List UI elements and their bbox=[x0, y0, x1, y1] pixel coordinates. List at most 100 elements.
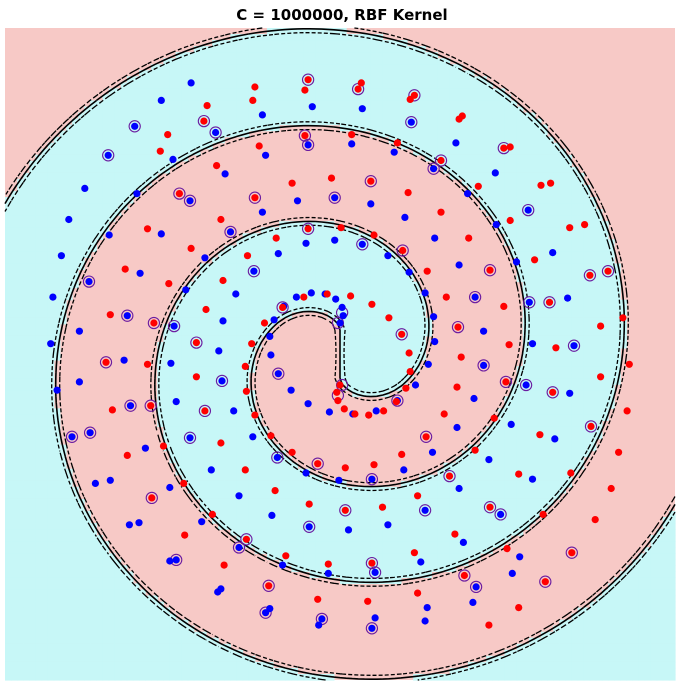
region-class0-cell bbox=[534, 136, 542, 144]
region-class0-cell bbox=[17, 323, 24, 331]
region-class0-cell bbox=[132, 178, 140, 186]
region-class0-cell bbox=[528, 287, 536, 295]
region-class0-cell bbox=[224, 510, 231, 518]
region-class0-cell bbox=[522, 504, 530, 512]
region-class0-cell bbox=[571, 462, 579, 470]
region-class0-cell bbox=[382, 82, 390, 89]
region-class0-cell bbox=[541, 221, 548, 228]
region-class0-cell bbox=[382, 40, 390, 47]
region-class0-cell bbox=[541, 317, 548, 325]
region-class0-cell bbox=[541, 245, 548, 252]
region-class0-cell bbox=[480, 118, 487, 126]
region-class0-cell bbox=[47, 203, 55, 210]
region-class0-cell bbox=[382, 76, 390, 83]
region-class0-cell bbox=[340, 372, 347, 379]
region-class0-cell bbox=[486, 462, 493, 470]
region-class0-cell bbox=[346, 76, 353, 83]
region-class0-cell bbox=[510, 203, 518, 210]
region-class0-cell bbox=[547, 317, 554, 325]
region-class0-cell bbox=[169, 438, 177, 446]
region-class0-cell bbox=[17, 523, 24, 530]
region-class0-cell bbox=[273, 275, 280, 283]
region-class0-cell bbox=[571, 402, 579, 409]
region-class0-cell bbox=[230, 414, 238, 422]
region-class0-cell bbox=[145, 142, 152, 150]
region-class0-cell bbox=[230, 106, 238, 114]
region-class0-cell bbox=[528, 480, 536, 488]
region-class0-cell bbox=[260, 462, 268, 470]
region-class0-cell bbox=[41, 209, 49, 216]
region-class0-cell bbox=[528, 492, 536, 500]
region-class0-cell bbox=[541, 251, 548, 259]
region-class0-cell bbox=[419, 329, 426, 337]
region-class0-cell bbox=[193, 64, 201, 71]
region-class0-cell bbox=[541, 462, 548, 470]
region-class0-cell bbox=[291, 553, 298, 560]
region-class0-cell bbox=[492, 118, 499, 126]
region-class0-cell bbox=[340, 239, 347, 246]
region-class0-cell bbox=[547, 323, 554, 331]
region-class0-cell bbox=[260, 456, 268, 464]
region-class0-cell bbox=[346, 106, 353, 114]
region-class0-cell bbox=[78, 553, 85, 560]
region-class0-cell bbox=[17, 432, 24, 440]
region-class0-cell bbox=[510, 166, 518, 174]
region-class0-cell bbox=[358, 64, 365, 71]
region-class0-cell bbox=[358, 263, 365, 271]
region-class0-cell bbox=[650, 547, 658, 554]
region-class0-cell bbox=[23, 251, 30, 259]
region-class0-cell bbox=[273, 474, 280, 482]
region-class0-cell bbox=[212, 384, 219, 391]
region-class0-cell bbox=[41, 329, 49, 337]
region-class0-cell bbox=[151, 166, 158, 174]
region-class0-cell bbox=[248, 245, 256, 252]
region-class0-cell bbox=[291, 281, 298, 289]
region-class0-cell bbox=[291, 498, 298, 506]
region-class0-cell bbox=[47, 215, 55, 222]
region-class0-cell bbox=[449, 154, 457, 162]
region-class0-cell bbox=[206, 372, 213, 379]
region-class0-cell bbox=[589, 251, 597, 259]
region-class0-cell bbox=[425, 118, 432, 126]
region-class0-cell bbox=[388, 492, 396, 500]
region-class0-cell bbox=[340, 354, 347, 361]
region-class0-cell bbox=[84, 154, 91, 162]
region-class0-cell bbox=[370, 360, 378, 367]
region-class0-cell bbox=[559, 396, 566, 403]
region-class0-cell bbox=[199, 498, 207, 506]
region-class0-cell bbox=[212, 450, 219, 458]
region-class0-cell bbox=[11, 402, 18, 409]
region-class0-cell bbox=[370, 64, 378, 71]
region-class0-cell bbox=[266, 523, 274, 530]
region-class0-cell bbox=[382, 565, 390, 572]
region-class0-cell bbox=[90, 124, 97, 132]
region-class0-cell bbox=[467, 480, 475, 488]
region-class0-cell bbox=[23, 257, 30, 265]
region-class0-cell bbox=[193, 118, 201, 126]
region-class0-cell bbox=[212, 426, 219, 434]
region-class0-cell bbox=[193, 432, 201, 440]
region-class0-cell bbox=[492, 492, 499, 500]
region-class0-cell bbox=[78, 239, 85, 246]
region-class0-cell bbox=[510, 245, 518, 252]
region-class0-cell bbox=[23, 354, 30, 361]
region-class0-cell bbox=[346, 504, 353, 512]
region-class0-cell bbox=[206, 323, 213, 331]
region-class0-cell bbox=[199, 347, 207, 355]
region-class0-cell bbox=[53, 269, 61, 277]
region-class0-cell bbox=[413, 76, 420, 83]
region-class0-cell bbox=[559, 432, 566, 440]
region-class0-cell bbox=[376, 529, 384, 536]
region-class0-cell bbox=[327, 480, 335, 488]
region-class0-cell bbox=[382, 317, 390, 325]
region-class0-cell bbox=[541, 136, 548, 144]
region-class0-cell bbox=[577, 396, 585, 403]
region-class0-cell bbox=[84, 245, 91, 252]
region-class0-cell bbox=[327, 492, 335, 500]
region-class0-cell bbox=[608, 354, 615, 361]
region-class0-cell bbox=[614, 299, 621, 307]
region-class0-cell bbox=[96, 166, 104, 174]
region-class0-cell bbox=[382, 311, 390, 319]
region-class0-cell bbox=[11, 245, 18, 252]
region-class0-cell bbox=[59, 227, 67, 234]
